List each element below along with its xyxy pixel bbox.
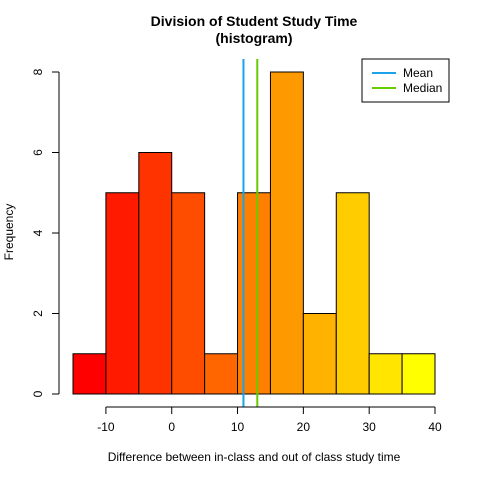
y-tick-label: 8 bbox=[31, 68, 45, 75]
chart-title-line-1: Division of Student Study Time bbox=[151, 13, 358, 29]
x-axis-label: Difference between in-class and out of c… bbox=[108, 450, 401, 464]
x-tick-label: 0 bbox=[168, 420, 175, 434]
histogram-bar bbox=[368, 353, 403, 395]
legend-box bbox=[361, 58, 450, 103]
histogram-bar bbox=[401, 353, 436, 395]
y-tick-label: 0 bbox=[31, 390, 45, 397]
legend-entry: Median bbox=[403, 81, 442, 95]
histogram-bar bbox=[72, 353, 107, 395]
y-tick-label: 4 bbox=[31, 229, 45, 236]
histogram-bars bbox=[72, 71, 436, 395]
y-axis: 0 2 4 6 8 bbox=[31, 68, 60, 397]
histogram-bar bbox=[269, 71, 304, 395]
x-tick-label: 40 bbox=[428, 420, 442, 434]
y-tick-label: 6 bbox=[31, 149, 45, 156]
histogram-bar bbox=[105, 192, 140, 395]
x-tick-label: 10 bbox=[231, 420, 245, 434]
x-tick-label: -10 bbox=[97, 420, 115, 434]
x-axis: -10 0 10 20 30 40 bbox=[97, 406, 442, 434]
chart-title-line-2: (histogram) bbox=[216, 30, 293, 46]
y-axis-label: Frequency bbox=[2, 204, 16, 261]
y-tick-label: 2 bbox=[31, 310, 45, 317]
histogram-bar bbox=[171, 192, 206, 395]
histogram-bar bbox=[204, 353, 239, 395]
histogram-bar bbox=[302, 313, 337, 395]
reference-lines bbox=[242, 59, 259, 407]
chart-title: Division of Student Study Time(histogram… bbox=[151, 13, 358, 46]
histogram-bar bbox=[335, 192, 370, 395]
x-tick-label: 20 bbox=[297, 420, 311, 434]
x-tick-label: 30 bbox=[363, 420, 377, 434]
legend-entry: Mean bbox=[403, 66, 433, 80]
histogram-bar bbox=[138, 152, 173, 395]
